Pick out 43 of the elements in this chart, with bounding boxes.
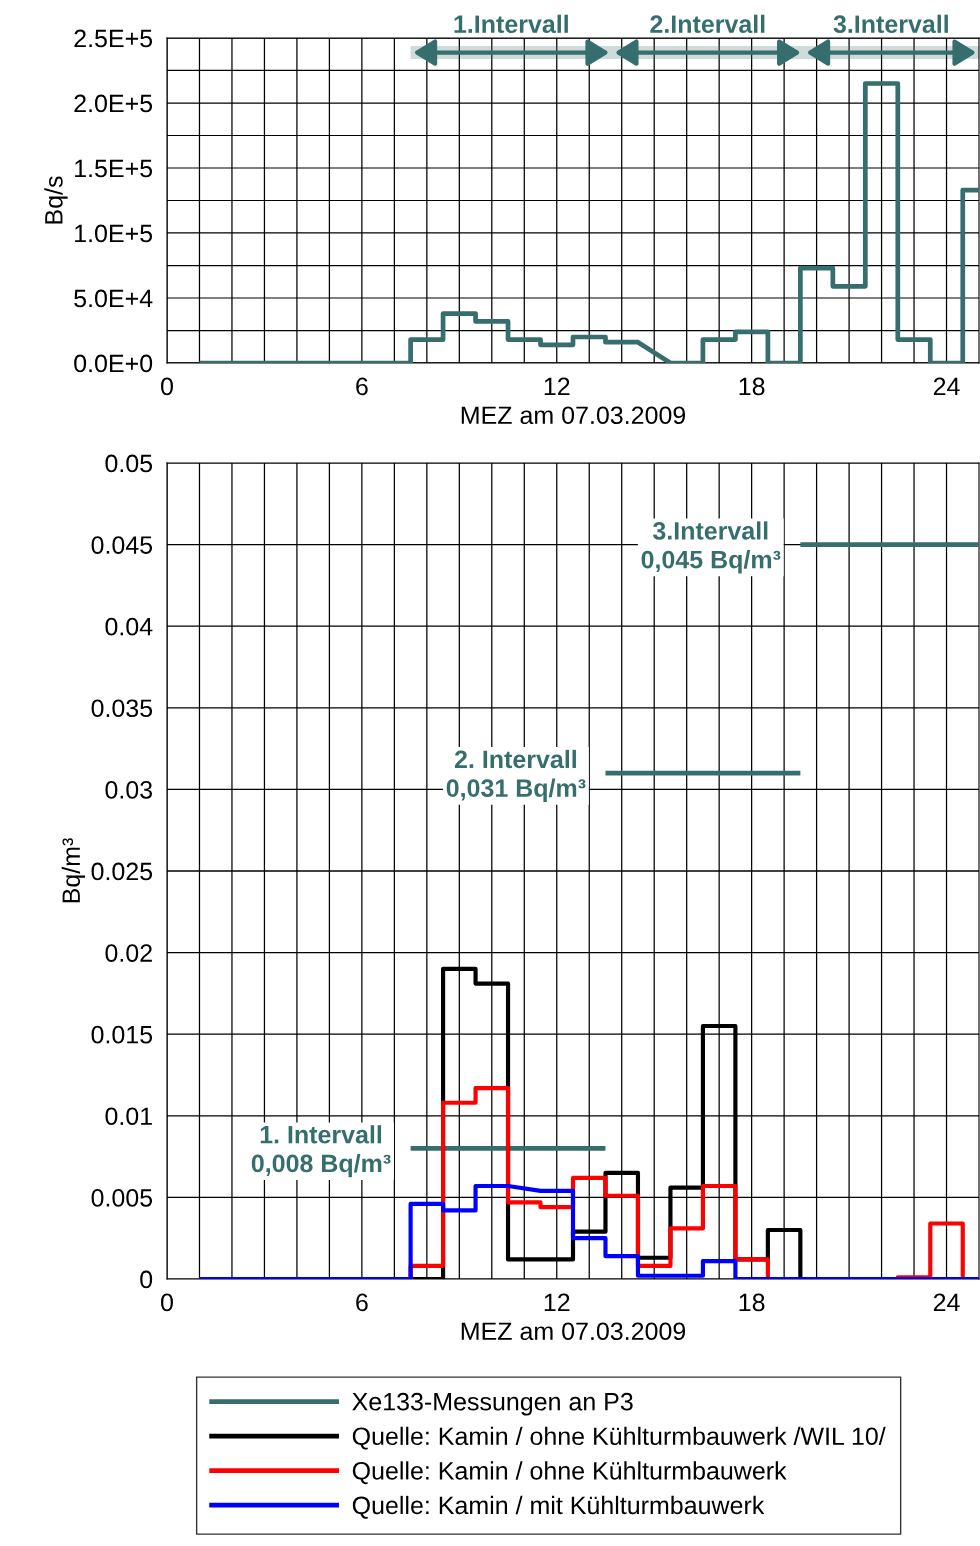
y-tick-label: 0.035 [91,699,153,718]
y-tick-label: 2.5E+5 [74,29,153,48]
x-tick-label: 24 [933,377,960,396]
x-tick-label: 0 [161,377,173,396]
y-tick-label: 0.03 [105,781,153,799]
x-tick-label: 6 [356,377,368,396]
y-tick-label: 2.0E+5 [74,94,153,113]
legend-label: Xe133-Messungen an P3 [352,1392,633,1416]
x-tick-label: 12 [544,1293,570,1312]
y-axis-title: Bq/m³ [61,838,85,903]
y-tick-label: 0.045 [91,536,153,554]
line-series [197,1183,979,1279]
legend-label: Quelle: Kamin / ohne Kühlturmbauwerk /WIL 10/ [352,1426,886,1450]
band-label: 1.Intervall [454,14,568,34]
annotation: 3.Intervall 0,045 Bq/m³ [641,521,781,574]
x-tick-label: 12 [544,377,570,396]
legend-label: Quelle: Kamin / ohne Kühlturmbauwerk [352,1461,787,1485]
x-axis-title: MEZ am 07.03.2009 [461,1322,686,1341]
y-tick-label: 0 [140,1270,153,1289]
band-label: 2.Intervall [650,14,765,34]
x-tick-label: 0 [161,1293,173,1312]
y-tick-label: 1.5E+5 [75,159,153,178]
y-tick-label: 0.005 [91,1189,153,1207]
x-tick-label: 18 [739,377,765,396]
y-axis-title: Bq/s [44,176,68,224]
y-tick-label: 0.01 [105,1107,152,1126]
y-tick-label: 0.04 [105,617,153,636]
x-tick-label: 24 [933,1293,960,1312]
legend-label: Quelle: Kamin / mit Kühlturmbauwerk [352,1495,765,1519]
y-tick-label: 0.025 [91,862,153,881]
y-tick-label: 5.0E+4 [74,289,153,308]
x-tick-label: 18 [739,1293,765,1312]
line-series [197,81,979,363]
x-axis-title: MEZ am 07.03.2009 [461,406,686,425]
y-tick-label: 0.05 [105,454,153,473]
x-tick-label: 6 [356,1293,368,1312]
y-tick-label: 0.02 [105,944,152,962]
y-tick-label: 0.0E+0 [74,354,153,373]
band-label: 3.Intervall [833,14,948,34]
annotation: 2. Intervall 0,031 Bq/m³ [446,749,586,802]
y-tick-label: 1.0E+5 [75,224,153,243]
y-tick-label: 0.015 [91,1025,153,1044]
annotation: 1. Intervall 0,008 Bq/m³ [251,1125,391,1178]
